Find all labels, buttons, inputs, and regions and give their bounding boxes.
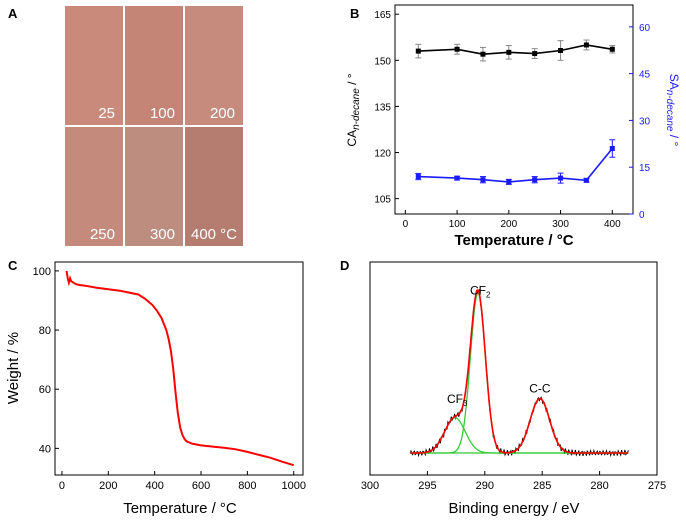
panel-a: A 25 100 200 250 300 400 °C (8, 4, 243, 249)
data-point-sa (454, 175, 460, 181)
data-point-ca (480, 51, 486, 57)
panel-letter-c: C (8, 258, 18, 273)
tile-temperature-label: 25 (98, 105, 115, 122)
tile-temperature-label: 100 (150, 105, 175, 122)
y2-tick-label: 60 (639, 23, 651, 34)
x-tick-label: 1000 (281, 480, 305, 492)
tile-temperature-label: 400 °C (191, 226, 237, 243)
peak-annotation: C-C (529, 382, 551, 396)
y-tick-label: 120 (374, 149, 391, 160)
y2-axis-label-b: SAn-decane / ° (664, 74, 681, 147)
raw-spectrum (409, 288, 629, 458)
x-tick-label: 300 (552, 219, 569, 230)
tile-temperature-label: 250 (90, 226, 115, 243)
y-tick-label: 105 (374, 195, 391, 206)
data-point-sa (558, 175, 564, 181)
sample-photo-tile (185, 127, 243, 246)
data-point-ca (583, 42, 589, 48)
y2-tick-label: 0 (639, 210, 645, 221)
data-point-sa (583, 177, 589, 183)
x-tick-label: 400 (145, 480, 163, 492)
data-point-sa (532, 177, 538, 183)
x-tick-label: 400 (604, 219, 621, 230)
y-axis-label-c: Weight / % (5, 332, 22, 404)
fit-component-cf2 (410, 292, 629, 454)
x-tick-label: 280 (590, 480, 608, 492)
x-tick-label: 600 (192, 480, 210, 492)
y-axis-label-b: CAn-decane / ° (345, 73, 362, 146)
tile-temperature-label: 300 (150, 226, 175, 243)
panel-letter-a: A (8, 6, 18, 21)
x-tick-label: 0 (59, 480, 65, 492)
data-point-sa (506, 179, 512, 185)
x-tick-label: 200 (500, 219, 517, 230)
plot-frame-b (394, 4, 634, 215)
fit-envelope (410, 289, 629, 454)
y2-tick-label: 15 (639, 163, 651, 174)
x-tick-label: 200 (99, 480, 117, 492)
series-line-sa (418, 147, 613, 183)
data-point-ca (454, 46, 460, 52)
sample-photo-tile (65, 6, 123, 125)
y2-tick-label: 30 (639, 116, 651, 127)
sample-photo-tile (185, 6, 243, 125)
series-line-ca (418, 44, 613, 56)
data-point-sa (415, 174, 421, 180)
tga-curve (65, 270, 294, 467)
data-point-sa (480, 177, 486, 183)
y-tick-label: 165 (374, 10, 391, 21)
y-tick-label: 100 (33, 266, 51, 278)
data-point-sa (609, 145, 615, 151)
data-point-ca (558, 47, 564, 53)
y-tick-label: 40 (39, 443, 51, 455)
tile-temperature-label: 200 (210, 105, 235, 122)
panel-letter-b: B (350, 6, 359, 21)
data-point-ca (532, 51, 538, 57)
x-tick-label: 100 (449, 219, 466, 230)
sample-photo-tile (65, 127, 123, 246)
x-axis-label-c: Temperature / °C (123, 500, 237, 517)
y-tick-label: 150 (374, 56, 391, 67)
y2-tick-label: 45 (639, 70, 651, 81)
x-tick-label: 800 (238, 480, 256, 492)
data-point-ca (609, 46, 615, 52)
y-tick-label: 80 (39, 325, 51, 337)
panel-d: D 300 295 290 285 280 275 CF2 CF3 C-C Binding en… (340, 258, 666, 517)
x-axis-label-b: Temperature / °C (454, 232, 573, 249)
x-tick-label: 275 (648, 480, 666, 492)
sample-photo-tile (125, 6, 183, 125)
panel-letter-d: D (340, 258, 349, 273)
x-tick-label: 285 (533, 480, 551, 492)
data-point-ca (506, 49, 512, 55)
plot-frame-c (54, 261, 304, 476)
panel-b: B 0 100 200 300 400105120135150165015304560 … (345, 4, 681, 249)
y-tick-label: 60 (39, 384, 51, 396)
x-axis-label-d: Binding energy / eV (449, 500, 580, 517)
x-tick-label: 295 (418, 480, 436, 492)
plot-frame-d (369, 261, 658, 476)
peak-annotation: CF2 (470, 284, 491, 300)
sample-photo-tile (125, 127, 183, 246)
y-tick-label: 135 (374, 102, 391, 113)
peak-annotation: CF3 (447, 392, 468, 408)
x-tick-label: 290 (476, 480, 494, 492)
x-tick-label: 0 (403, 219, 409, 230)
x-tick-label: 300 (361, 480, 379, 492)
data-point-ca (415, 48, 421, 54)
panel-c: C 0 200 400 600 800 1000 40 60 80 100 Temperature… (5, 258, 306, 517)
